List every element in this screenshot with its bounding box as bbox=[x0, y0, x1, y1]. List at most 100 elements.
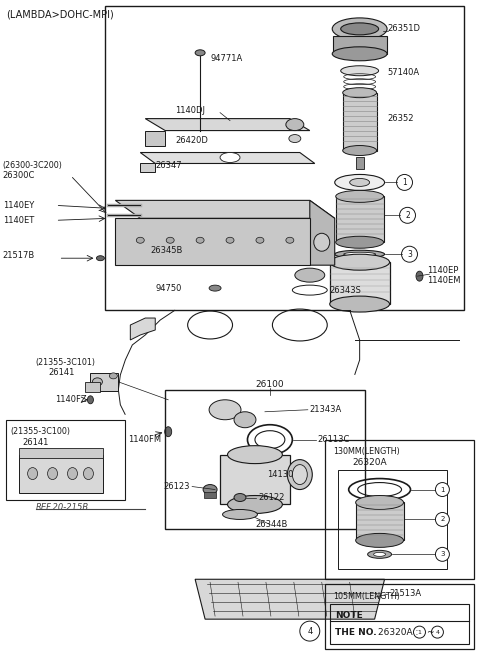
Text: 26344B: 26344B bbox=[255, 520, 288, 529]
Ellipse shape bbox=[350, 179, 370, 187]
Ellipse shape bbox=[166, 237, 174, 243]
Ellipse shape bbox=[256, 237, 264, 243]
Ellipse shape bbox=[314, 233, 330, 251]
Text: ~: ~ bbox=[426, 627, 434, 637]
Text: THE NO.: THE NO. bbox=[335, 627, 376, 637]
Ellipse shape bbox=[373, 553, 385, 556]
Circle shape bbox=[402, 246, 418, 262]
Text: 26100: 26100 bbox=[256, 380, 284, 390]
Text: 1140ET: 1140ET bbox=[3, 215, 34, 225]
Ellipse shape bbox=[109, 373, 117, 379]
Text: 26123: 26123 bbox=[164, 482, 190, 491]
Text: 3: 3 bbox=[440, 551, 444, 557]
Polygon shape bbox=[145, 131, 165, 146]
Ellipse shape bbox=[87, 396, 94, 404]
Ellipse shape bbox=[228, 495, 282, 514]
Text: 57140A: 57140A bbox=[387, 68, 420, 78]
Ellipse shape bbox=[341, 23, 379, 35]
Ellipse shape bbox=[335, 250, 384, 258]
Text: 26351D: 26351D bbox=[387, 24, 420, 34]
Circle shape bbox=[435, 547, 449, 561]
Circle shape bbox=[435, 512, 449, 526]
Ellipse shape bbox=[96, 256, 104, 261]
Ellipse shape bbox=[286, 237, 294, 243]
Ellipse shape bbox=[286, 119, 304, 131]
Ellipse shape bbox=[28, 468, 37, 480]
Bar bbox=[330, 604, 469, 644]
Bar bbox=[19, 455, 103, 493]
Polygon shape bbox=[140, 164, 155, 172]
Polygon shape bbox=[115, 218, 310, 265]
Ellipse shape bbox=[195, 50, 205, 56]
Ellipse shape bbox=[288, 460, 312, 489]
Ellipse shape bbox=[330, 296, 390, 312]
Ellipse shape bbox=[234, 412, 256, 428]
Ellipse shape bbox=[228, 445, 282, 464]
Circle shape bbox=[300, 621, 320, 641]
Text: 26113C: 26113C bbox=[318, 435, 350, 444]
Ellipse shape bbox=[68, 468, 77, 480]
Text: 105MM(LENGTH): 105MM(LENGTH) bbox=[333, 592, 400, 600]
Polygon shape bbox=[195, 579, 384, 619]
Polygon shape bbox=[310, 200, 335, 265]
Bar bbox=[220, 455, 290, 505]
Ellipse shape bbox=[343, 146, 377, 156]
Ellipse shape bbox=[330, 254, 390, 270]
Bar bbox=[90, 373, 119, 391]
Text: 26320A: 26320A bbox=[353, 458, 387, 467]
Text: (21355-3C100): (21355-3C100) bbox=[11, 427, 71, 436]
Ellipse shape bbox=[343, 87, 377, 98]
Text: 1: 1 bbox=[418, 629, 421, 635]
Circle shape bbox=[413, 626, 425, 638]
Ellipse shape bbox=[234, 493, 246, 501]
Bar bbox=[356, 158, 364, 170]
Ellipse shape bbox=[136, 237, 144, 243]
Text: 130MM(LENGTH): 130MM(LENGTH) bbox=[333, 447, 399, 456]
Text: 1: 1 bbox=[440, 487, 444, 493]
Text: 26300C: 26300C bbox=[3, 171, 35, 180]
Ellipse shape bbox=[226, 237, 234, 243]
Text: 26420D: 26420D bbox=[175, 136, 208, 145]
Ellipse shape bbox=[356, 533, 404, 547]
Polygon shape bbox=[115, 200, 335, 218]
Ellipse shape bbox=[332, 18, 387, 40]
Circle shape bbox=[396, 175, 412, 191]
Bar bbox=[330, 262, 390, 304]
Text: 1140FM: 1140FM bbox=[128, 435, 161, 444]
Text: 2: 2 bbox=[405, 211, 410, 220]
Text: 1: 1 bbox=[402, 178, 407, 187]
Text: (21355-3C101): (21355-3C101) bbox=[36, 359, 96, 367]
Ellipse shape bbox=[344, 252, 376, 256]
Text: 1140DJ: 1140DJ bbox=[175, 106, 205, 115]
Bar bbox=[325, 584, 474, 649]
Text: 4: 4 bbox=[307, 627, 312, 635]
Circle shape bbox=[399, 208, 416, 223]
Text: 3: 3 bbox=[407, 250, 412, 259]
Bar bbox=[204, 491, 216, 497]
Ellipse shape bbox=[332, 47, 387, 61]
Bar bbox=[19, 447, 103, 458]
Bar bbox=[165, 390, 365, 530]
Text: 14130: 14130 bbox=[267, 470, 293, 479]
Ellipse shape bbox=[209, 400, 241, 420]
Text: 21513A: 21513A bbox=[390, 589, 422, 598]
Text: 26343S: 26343S bbox=[330, 286, 361, 294]
Circle shape bbox=[435, 482, 449, 497]
Text: NOTE: NOTE bbox=[335, 610, 362, 620]
Ellipse shape bbox=[209, 285, 221, 291]
Ellipse shape bbox=[416, 271, 423, 281]
Ellipse shape bbox=[292, 464, 307, 485]
Bar bbox=[325, 440, 474, 579]
Ellipse shape bbox=[84, 468, 94, 480]
Bar bbox=[343, 93, 377, 150]
Ellipse shape bbox=[203, 485, 217, 495]
Text: REF.20-215B: REF.20-215B bbox=[36, 503, 89, 512]
Ellipse shape bbox=[48, 468, 58, 480]
Bar bbox=[106, 6, 464, 310]
Text: 21517B: 21517B bbox=[3, 251, 35, 260]
Ellipse shape bbox=[335, 175, 384, 191]
Text: 1140EP: 1140EP bbox=[428, 265, 459, 275]
Text: 94750: 94750 bbox=[155, 284, 181, 292]
Ellipse shape bbox=[165, 426, 172, 437]
Text: 26352: 26352 bbox=[387, 114, 414, 123]
